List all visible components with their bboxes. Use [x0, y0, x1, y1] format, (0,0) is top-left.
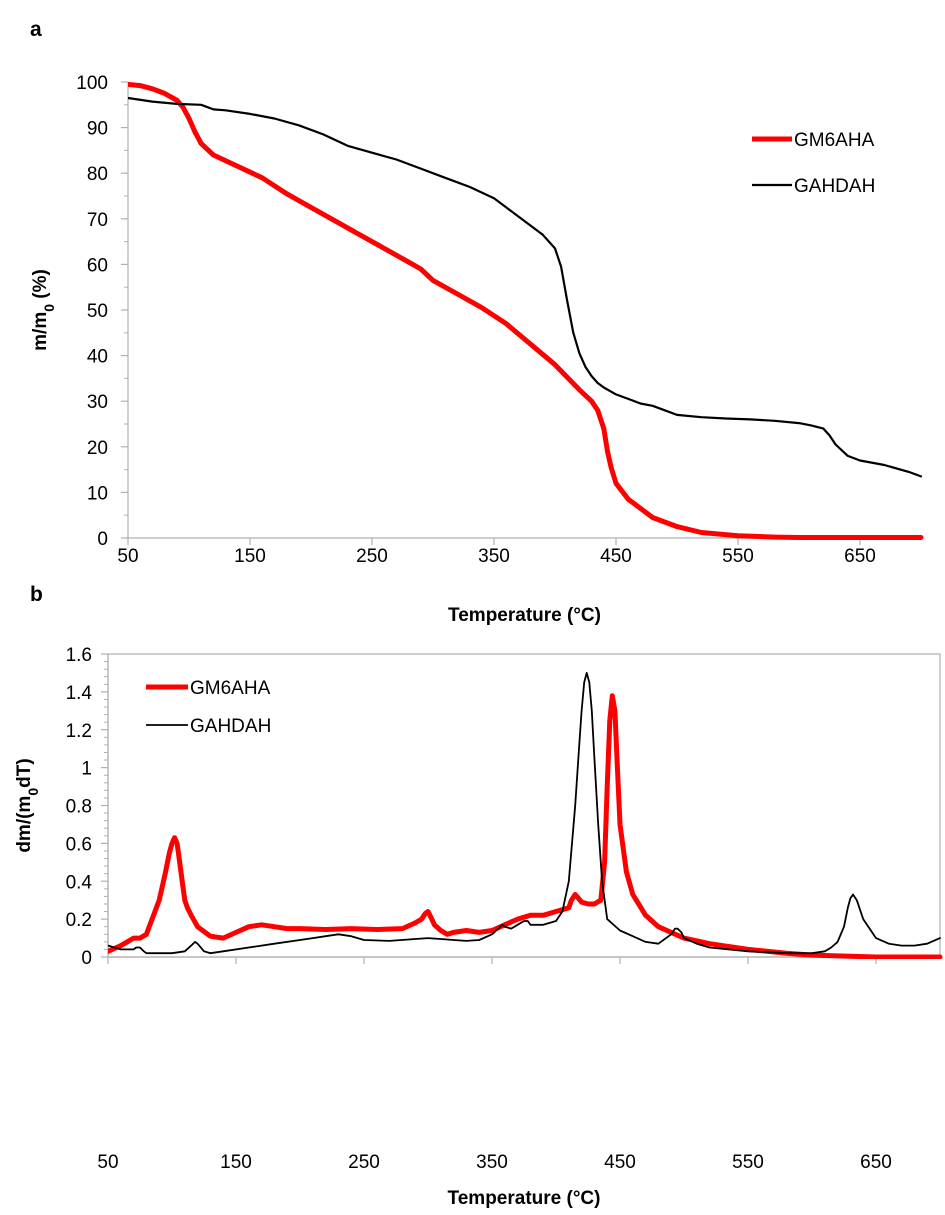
y-tick-label: 0.8	[66, 797, 92, 818]
y-tick-label: 0.2	[66, 910, 92, 931]
legend-label-gm6aha: GM6AHA	[190, 678, 271, 699]
x-tick-label: 250	[348, 1152, 380, 1173]
y-tick-label: 100	[76, 73, 108, 94]
y-axis-label-main: m/m	[30, 312, 51, 351]
x-tick-label: 50	[117, 546, 138, 567]
panel-a-chart: a 0 10 20 30 40 50 60 70 80 90 100 50 150 250 350 450 550…	[30, 18, 924, 626]
y-tick-label: 10	[87, 483, 108, 504]
x-tick-label: 150	[220, 1152, 252, 1173]
x-tick-label: 350	[476, 1152, 508, 1173]
y-axis-label-subscript: 0	[41, 304, 57, 312]
legend-label-gahdah: GAHDAH	[190, 716, 271, 737]
y-tick-label: 0	[81, 948, 92, 969]
x-tick-label: 150	[234, 546, 266, 567]
series-line-gm6aha	[128, 81, 924, 540]
x-tick-label: 650	[860, 1152, 892, 1173]
panel-label: a	[30, 18, 42, 41]
y-axis-label: dm/(m0dT)	[14, 758, 41, 852]
y-tick-label: 0.4	[66, 872, 93, 893]
legend-label-gahdah: GAHDAH	[794, 176, 875, 197]
y-tick-label: 1	[81, 759, 92, 780]
y-axis-label-tail: (%)	[30, 269, 51, 304]
y-tick-label: 70	[87, 210, 108, 231]
panel-b-chart: b 0 0.2 0.4 0.6 0.8 1 1.2 1.4 1.6 50 150 250 350 450 55…	[14, 583, 943, 1209]
y-tick-label: 30	[87, 392, 108, 413]
y-tick-label: 90	[87, 119, 108, 140]
panel-label: b	[30, 583, 43, 606]
y-tick-label: 40	[87, 347, 108, 368]
y-tick-label: 60	[87, 255, 108, 276]
y-tick-label: 0.6	[66, 834, 92, 855]
y-axis-label-tail: dT)	[14, 758, 35, 788]
series-line-gahdah	[128, 96, 923, 478]
x-tick-label: 550	[722, 546, 754, 567]
x-axis-label: Temperature (°C)	[448, 1188, 601, 1209]
x-axis-label: Temperature (°C)	[448, 605, 601, 626]
legend-label-gm6aha: GM6AHA	[794, 130, 875, 151]
x-tick-label: 450	[600, 546, 632, 567]
y-tick-label: 0	[97, 529, 108, 550]
x-tick-label: 450	[604, 1152, 636, 1173]
x-tick-label: 250	[356, 546, 388, 567]
y-tick-label: 50	[87, 301, 108, 322]
y-axis-label-main: dm/(m	[14, 796, 35, 853]
series-line-gahdah	[108, 672, 941, 955]
y-axis-label-subscript: 0	[25, 788, 41, 796]
series-line-gm6aha	[108, 693, 943, 959]
y-tick-label: 20	[87, 438, 108, 459]
y-axis-label: m/m0 (%)	[30, 269, 57, 351]
x-tick-label: 550	[732, 1152, 764, 1173]
y-tick-label: 1.4	[66, 683, 93, 704]
plot-frame	[107, 653, 941, 958]
y-tick-label: 1.6	[66, 645, 92, 666]
x-tick-label: 50	[97, 1152, 118, 1173]
x-tick-label: 350	[478, 546, 510, 567]
x-tick-label: 650	[844, 546, 876, 567]
y-tick-label: 80	[87, 164, 108, 185]
y-tick-label: 1.2	[66, 721, 92, 742]
